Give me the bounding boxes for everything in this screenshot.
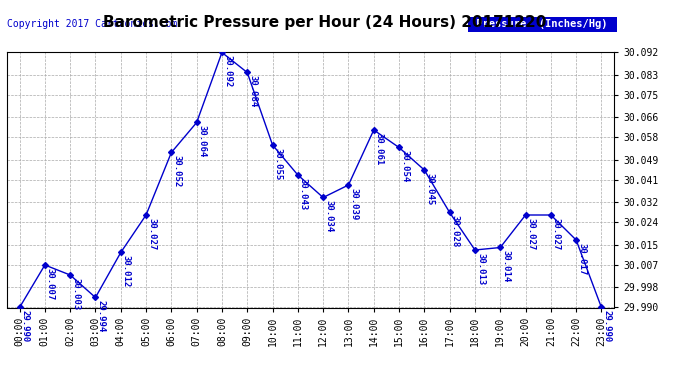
Text: 30.054: 30.054: [400, 150, 409, 183]
Text: 30.039: 30.039: [350, 188, 359, 220]
Text: 30.014: 30.014: [502, 250, 511, 282]
Text: Copyright 2017 Cartronics.com: Copyright 2017 Cartronics.com: [7, 20, 177, 29]
Text: 30.027: 30.027: [552, 218, 561, 250]
Text: 29.990: 29.990: [602, 310, 611, 342]
Text: Pressure  (Inches/Hg): Pressure (Inches/Hg): [471, 20, 614, 29]
Text: Barometric Pressure per Hour (24 Hours) 20171220: Barometric Pressure per Hour (24 Hours) …: [103, 15, 546, 30]
Text: 30.055: 30.055: [274, 148, 283, 180]
Text: 29.990: 29.990: [21, 310, 30, 342]
Text: 30.003: 30.003: [71, 278, 80, 310]
Text: 30.043: 30.043: [299, 178, 308, 210]
Text: 30.061: 30.061: [375, 133, 384, 165]
Text: 30.028: 30.028: [451, 215, 460, 248]
Text: 29.994: 29.994: [97, 300, 106, 333]
Text: 30.007: 30.007: [46, 268, 55, 300]
Text: 30.027: 30.027: [147, 218, 156, 250]
Text: 30.027: 30.027: [526, 218, 535, 250]
Text: 30.034: 30.034: [324, 200, 333, 232]
Text: 30.084: 30.084: [248, 75, 257, 108]
Text: 30.052: 30.052: [172, 155, 181, 188]
Text: 30.064: 30.064: [198, 125, 207, 158]
Text: 30.013: 30.013: [476, 253, 485, 285]
Text: 30.092: 30.092: [223, 55, 232, 87]
Text: 30.045: 30.045: [426, 173, 435, 205]
Text: 30.017: 30.017: [578, 243, 586, 275]
Text: 30.012: 30.012: [122, 255, 131, 288]
